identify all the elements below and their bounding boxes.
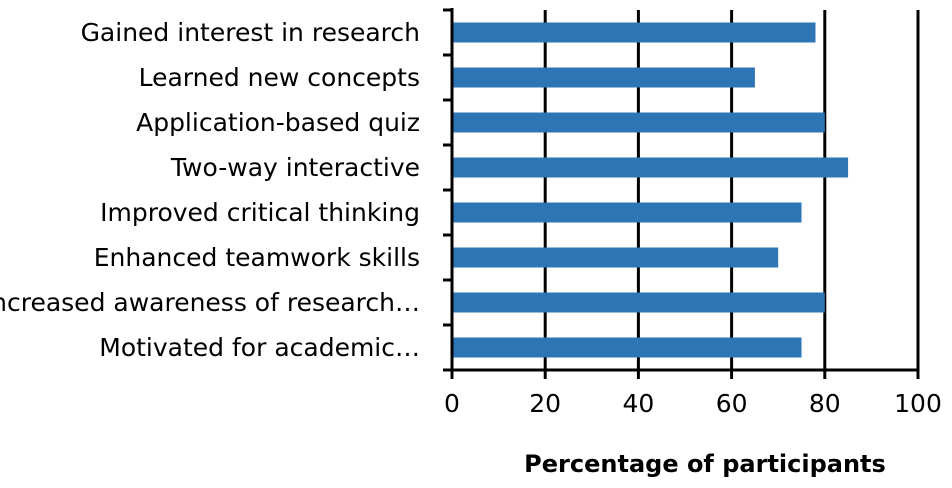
gridlines bbox=[543, 10, 920, 370]
category-labels: Gained interest in research Learned new c… bbox=[0, 18, 420, 362]
bars bbox=[443, 8, 849, 372]
category-label: Enhanced teamwork skills bbox=[94, 243, 420, 272]
bar-3 bbox=[452, 157, 849, 178]
x-tick-label: 60 bbox=[716, 389, 748, 418]
x-tick-label: 40 bbox=[622, 389, 654, 418]
x-tick-labels: 0 20 40 60 80 100 bbox=[444, 370, 942, 418]
bar-4 bbox=[452, 202, 802, 223]
category-label: Learned new concepts bbox=[139, 63, 420, 92]
bar-0 bbox=[452, 22, 816, 43]
x-tick-label: 20 bbox=[529, 389, 561, 418]
category-label: Motivated for academic… bbox=[99, 333, 420, 362]
category-label: Two-way interactive bbox=[170, 153, 420, 182]
x-tick-label: 0 bbox=[444, 389, 460, 418]
x-axis-title: Percentage of participants bbox=[524, 450, 886, 478]
category-label: Application-based quiz bbox=[136, 108, 420, 137]
bar-7 bbox=[452, 337, 802, 358]
x-tick-label: 80 bbox=[809, 389, 841, 418]
bar-6 bbox=[452, 292, 825, 313]
x-tick-label: 100 bbox=[894, 389, 942, 418]
bar-1 bbox=[452, 67, 755, 88]
category-label: Increased awareness of research… bbox=[0, 288, 420, 317]
category-label: Gained interest in research bbox=[81, 18, 420, 47]
bar-2 bbox=[452, 112, 825, 133]
category-label: Improved critical thinking bbox=[100, 198, 420, 227]
bar-5 bbox=[452, 247, 779, 268]
axes bbox=[443, 8, 919, 372]
